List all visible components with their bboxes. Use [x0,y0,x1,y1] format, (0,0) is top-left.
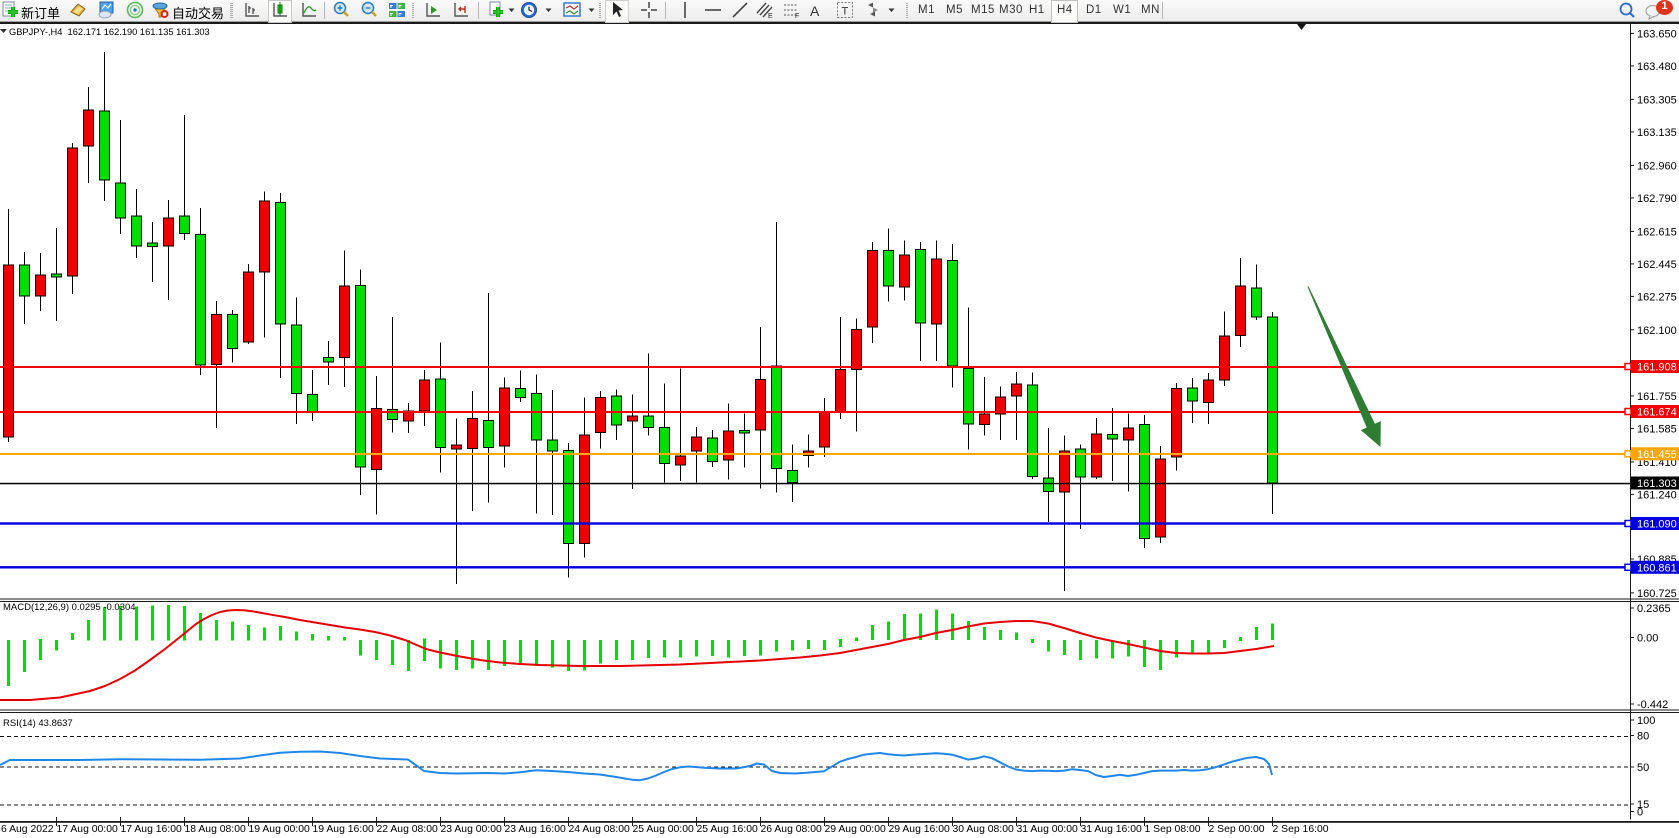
svg-text:163.135: 163.135 [1637,127,1677,139]
svg-text:-0.442: -0.442 [1637,699,1668,711]
svg-text:31 Aug 16:00: 31 Aug 16:00 [1081,824,1142,835]
svg-text:1 Sep 08:00: 1 Sep 08:00 [1145,824,1201,835]
svg-text:161.240: 161.240 [1637,489,1677,501]
svg-text:19 Aug 16:00: 19 Aug 16:00 [313,824,374,835]
svg-text:GBPJPY-,H4 162.171 162.190 16: GBPJPY-,H4 162.171 162.190 161.135 161.3… [9,27,210,37]
svg-text:0.2365: 0.2365 [1637,603,1671,615]
svg-text:162.960: 162.960 [1637,160,1677,172]
svg-text:30 Aug 08:00: 30 Aug 08:00 [953,824,1014,835]
svg-text:163.305: 163.305 [1637,94,1677,106]
svg-text:161.090: 161.090 [1637,519,1677,531]
svg-text:19 Aug 00:00: 19 Aug 00:00 [249,824,310,835]
svg-text:29 Aug 16:00: 29 Aug 16:00 [889,824,950,835]
svg-text:MACD(12,26,9) 0.0295 -0.0304: MACD(12,26,9) 0.0295 -0.0304 [3,602,136,613]
svg-text:29 Aug 00:00: 29 Aug 00:00 [825,824,886,835]
svg-text:31 Aug 00:00: 31 Aug 00:00 [1017,824,1078,835]
svg-text:17 Aug 16:00: 17 Aug 16:00 [121,824,182,835]
svg-text:26 Aug 08:00: 26 Aug 08:00 [761,824,822,835]
svg-text:163.480: 163.480 [1637,61,1677,73]
svg-text:162.615: 162.615 [1637,226,1677,238]
svg-text:163.650: 163.650 [1637,28,1677,40]
svg-text:23 Aug 16:00: 23 Aug 16:00 [505,824,566,835]
svg-text:161.755: 161.755 [1637,391,1677,403]
svg-text:160.861: 160.861 [1637,562,1677,574]
svg-text:2 Sep 00:00: 2 Sep 00:00 [1209,824,1265,835]
svg-text:0.00: 0.00 [1637,633,1658,645]
svg-text:2 Sep 16:00: 2 Sep 16:00 [1273,824,1329,835]
svg-text:161.908: 161.908 [1637,362,1677,374]
svg-text:F: F [795,13,799,19]
svg-text:E: E [768,13,773,19]
svg-text:50: 50 [1637,762,1649,774]
svg-text:100: 100 [1637,715,1655,727]
svg-text:22 Aug 08:00: 22 Aug 08:00 [377,824,438,835]
svg-text:18 Aug 08:00: 18 Aug 08:00 [185,824,246,835]
svg-text:161.455: 161.455 [1637,449,1677,461]
svg-text:161.674: 161.674 [1637,407,1677,419]
svg-text:162.790: 162.790 [1637,193,1677,205]
svg-text:6 Aug 2022: 6 Aug 2022 [1,824,54,835]
svg-text:162.445: 162.445 [1637,259,1677,271]
svg-text:RSI(14) 43.8637: RSI(14) 43.8637 [3,718,73,729]
svg-text:17 Aug 00:00: 17 Aug 00:00 [57,824,118,835]
svg-text:24 Aug 08:00: 24 Aug 08:00 [569,824,630,835]
svg-text:162.275: 162.275 [1637,291,1677,303]
svg-text:0: 0 [1637,807,1643,819]
svg-text:23 Aug 00:00: 23 Aug 00:00 [441,824,502,835]
svg-text:80: 80 [1637,731,1649,743]
svg-text:162.100: 162.100 [1637,325,1677,337]
svg-text:15: 15 [1637,799,1649,811]
svg-text:25 Aug 16:00: 25 Aug 16:00 [697,824,758,835]
svg-text:161.585: 161.585 [1637,423,1677,435]
svg-text:25 Aug 00:00: 25 Aug 00:00 [633,824,694,835]
svg-text:160.725: 160.725 [1637,588,1677,600]
svg-text:T: T [842,6,849,18]
svg-text:161.303: 161.303 [1637,478,1677,490]
